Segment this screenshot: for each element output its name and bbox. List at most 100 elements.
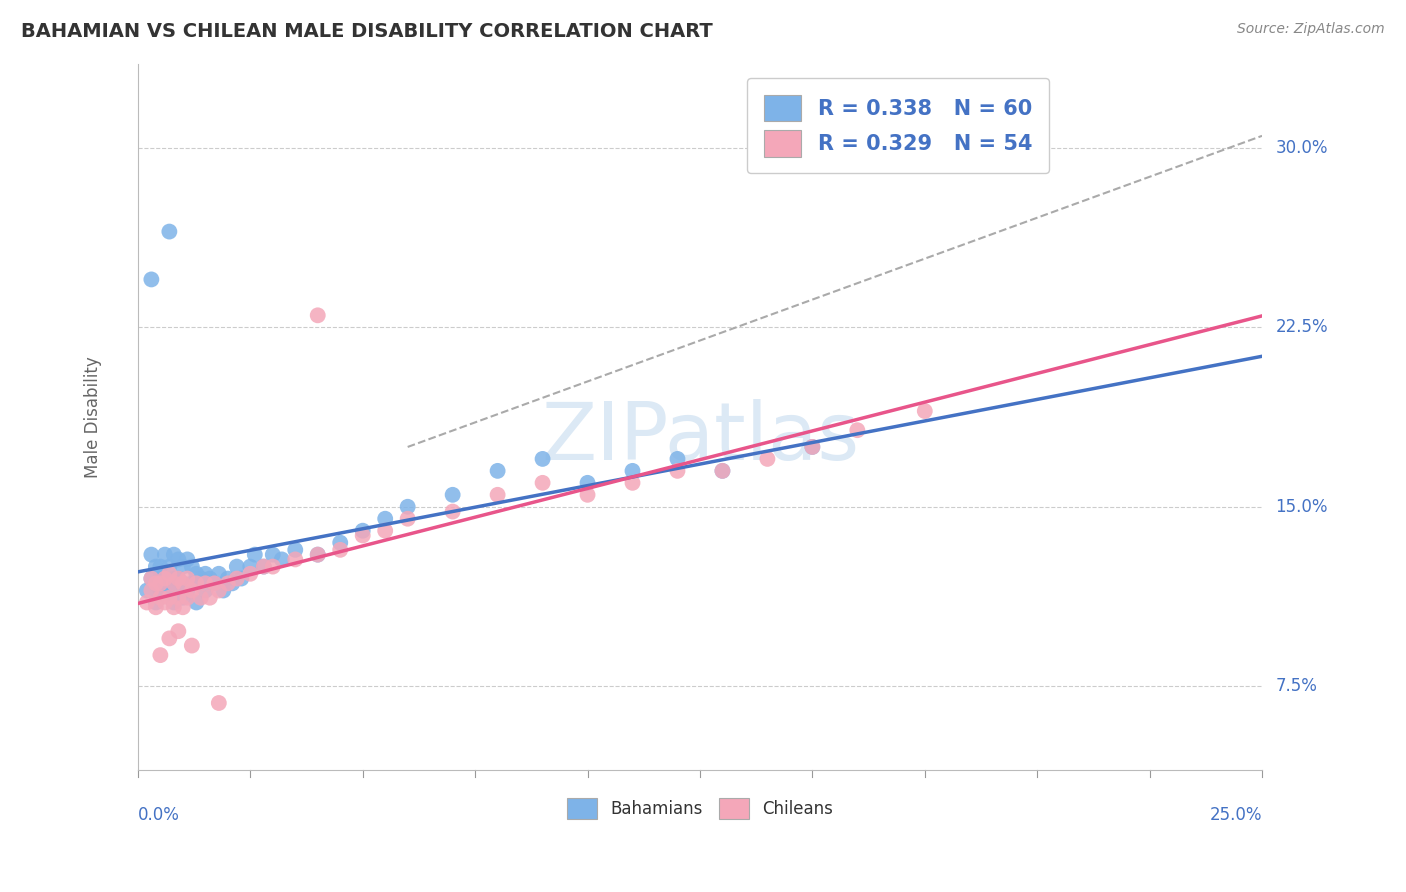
Point <box>176 583 198 598</box>
Point <box>149 572 172 586</box>
Point <box>172 576 194 591</box>
Point <box>208 566 231 581</box>
Point <box>141 272 163 286</box>
Point <box>202 576 225 591</box>
Point <box>914 404 936 418</box>
Point <box>176 572 198 586</box>
Point <box>141 572 163 586</box>
Point <box>176 591 198 605</box>
Point <box>167 583 190 598</box>
Point <box>153 595 176 609</box>
Point <box>145 559 167 574</box>
Point <box>262 548 284 562</box>
Legend: Bahamians, Chileans: Bahamians, Chileans <box>560 791 839 825</box>
Text: Source: ZipAtlas.com: Source: ZipAtlas.com <box>1237 22 1385 37</box>
Point <box>149 576 172 591</box>
Point <box>180 639 202 653</box>
Point <box>239 566 262 581</box>
Point <box>531 451 554 466</box>
Point <box>180 583 202 598</box>
Point <box>135 583 157 598</box>
Point <box>217 572 239 586</box>
Point <box>141 572 163 586</box>
Point <box>194 576 217 591</box>
Point <box>396 512 419 526</box>
Point <box>531 475 554 490</box>
Point <box>167 572 190 586</box>
Point <box>253 559 276 574</box>
Point <box>307 548 329 562</box>
Point <box>243 548 266 562</box>
Point <box>194 566 217 581</box>
Point <box>374 512 396 526</box>
Point <box>329 535 352 549</box>
Point <box>149 591 172 605</box>
Point <box>172 576 194 591</box>
Point <box>756 451 779 466</box>
Point <box>180 559 202 574</box>
Point <box>167 572 190 586</box>
Point <box>180 576 202 591</box>
Point <box>225 572 247 586</box>
Point <box>190 572 212 586</box>
Point <box>284 542 307 557</box>
Point <box>262 559 284 574</box>
Point <box>801 440 824 454</box>
Point <box>149 559 172 574</box>
Point <box>208 583 231 598</box>
Point <box>576 475 599 490</box>
Point <box>163 548 186 562</box>
Point <box>149 583 172 598</box>
Point <box>621 475 644 490</box>
Point <box>163 572 186 586</box>
Point <box>441 504 464 518</box>
Point <box>141 548 163 562</box>
Point <box>307 548 329 562</box>
Point <box>212 583 235 598</box>
Point <box>711 464 734 478</box>
Point <box>186 566 208 581</box>
Point <box>153 583 176 598</box>
Point <box>153 572 176 586</box>
Point <box>441 488 464 502</box>
Point <box>145 595 167 609</box>
Text: ZIPatlas: ZIPatlas <box>541 400 859 477</box>
Text: Male Disability: Male Disability <box>84 356 101 478</box>
Point <box>846 423 869 437</box>
Point <box>284 552 307 566</box>
Point <box>374 524 396 538</box>
Text: 0.0%: 0.0% <box>138 805 180 824</box>
Point <box>198 572 221 586</box>
Text: 25.0%: 25.0% <box>1209 805 1263 824</box>
Point <box>135 595 157 609</box>
Point <box>186 595 208 609</box>
Point <box>352 524 374 538</box>
Point <box>141 583 163 598</box>
Point <box>157 559 180 574</box>
Point <box>801 440 824 454</box>
Point <box>163 600 186 615</box>
Point <box>486 488 509 502</box>
Point <box>270 552 292 566</box>
Point <box>198 591 221 605</box>
Point <box>194 583 217 598</box>
Point <box>145 576 167 591</box>
Point <box>329 542 352 557</box>
Point <box>176 552 198 566</box>
Text: 15.0%: 15.0% <box>1275 498 1329 516</box>
Point <box>157 566 180 581</box>
Point <box>621 464 644 478</box>
Point <box>157 225 180 239</box>
Point <box>172 591 194 605</box>
Point <box>190 591 212 605</box>
Point <box>167 591 190 605</box>
Point <box>239 559 262 574</box>
Point <box>145 600 167 615</box>
Point <box>172 559 194 574</box>
Point <box>396 500 419 514</box>
Point <box>172 600 194 615</box>
Point <box>149 648 172 662</box>
Point <box>157 583 180 598</box>
Point <box>186 576 208 591</box>
Point <box>163 576 186 591</box>
